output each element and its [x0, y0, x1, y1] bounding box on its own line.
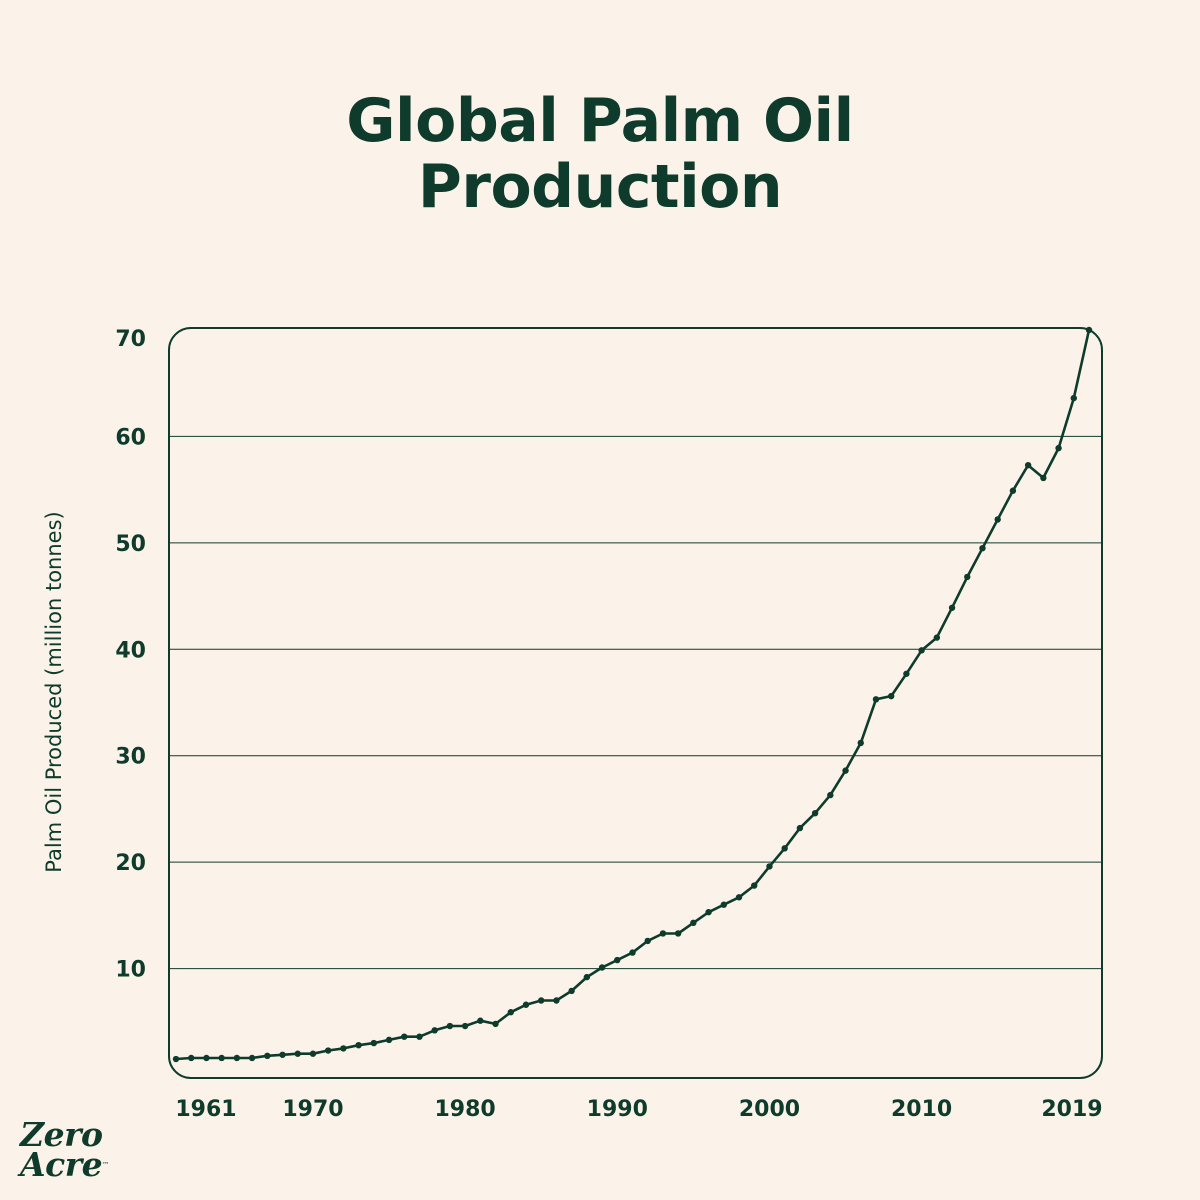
data-point [522, 1001, 530, 1008]
data-point [1040, 474, 1047, 482]
data-point [872, 696, 880, 703]
data-point [751, 882, 758, 889]
logo-line2-text: Acre [20, 1145, 103, 1184]
data-point [538, 997, 545, 1004]
data-point [1085, 326, 1093, 334]
data-point [690, 919, 697, 927]
data-point [324, 1047, 332, 1054]
zero-acre-logo: Zero Acre™ [20, 1115, 120, 1181]
data-point [461, 1022, 469, 1030]
y-tick-label: 50 [115, 532, 146, 557]
chart-title: Global Palm Oil Production [0, 88, 1200, 220]
data-point [279, 1051, 286, 1058]
data-point [781, 845, 788, 852]
data-point [264, 1052, 271, 1060]
data-point [203, 1054, 210, 1062]
data-point [416, 1033, 423, 1040]
x-tick-label: 1990 [587, 1097, 648, 1122]
data-point [568, 987, 575, 995]
data-point [446, 1022, 454, 1030]
data-point [842, 767, 849, 774]
x-tick-label: 1970 [282, 1097, 343, 1122]
y-tick-label: 10 [115, 958, 146, 983]
data-point [918, 647, 925, 654]
logo-trademark: ™ [102, 1161, 109, 1169]
x-axis-tick-labels: 1961 1970 1980 1990 2000 2010 2019 [175, 1097, 1102, 1122]
x-tick-label: 1961 [175, 1097, 236, 1122]
data-point [309, 1050, 317, 1057]
grid-lines [169, 435, 1102, 970]
y-tick-label: 60 [115, 425, 146, 450]
logo-line1: Zero [20, 1115, 103, 1154]
data-point [1009, 487, 1017, 494]
data-point [629, 949, 636, 956]
data-point [887, 692, 895, 700]
data-point [994, 516, 1001, 523]
x-tick-label: 2010 [891, 1097, 952, 1122]
data-point [1024, 461, 1032, 469]
x-tick-label: 1980 [434, 1097, 495, 1122]
data-point [948, 604, 956, 611]
x-tick-label: 2000 [739, 1097, 800, 1122]
data-point [903, 670, 910, 677]
data-point [477, 1017, 484, 1024]
data-point [674, 930, 682, 937]
data-point [1055, 444, 1062, 452]
data-point [796, 824, 804, 832]
data-point [340, 1045, 347, 1052]
data-point [507, 1009, 514, 1016]
data-point [979, 544, 986, 552]
data-point [385, 1036, 393, 1044]
series-palm-oil [172, 326, 1093, 1063]
chart-title-line2: Production [417, 152, 783, 222]
data-point [720, 901, 727, 908]
data-point [735, 894, 743, 901]
chart-title-line1: Global Palm Oil [346, 86, 854, 156]
data-point [355, 1042, 362, 1049]
data-point [964, 573, 971, 581]
data-point [218, 1054, 225, 1062]
data-point [598, 964, 606, 971]
data-point [188, 1054, 195, 1062]
y-axis-tick-labels: 10 20 30 40 50 60 70 [115, 327, 146, 983]
data-point [705, 908, 712, 916]
data-point [933, 634, 941, 641]
data-point [492, 1020, 499, 1028]
data-point [553, 997, 560, 1004]
data-point [659, 930, 667, 937]
data-point [370, 1039, 378, 1047]
data-point [857, 739, 864, 747]
data-point [811, 809, 819, 817]
logo-line2: Acre™ [20, 1148, 120, 1181]
y-axis-title: Palm Oil Produced (million tonnes) [42, 511, 66, 872]
data-point [401, 1033, 408, 1040]
data-point [644, 937, 651, 945]
y-tick-label: 30 [115, 745, 146, 770]
data-point [1070, 394, 1077, 402]
data-point [172, 1055, 180, 1063]
data-point [294, 1050, 301, 1057]
y-tick-label: 70 [115, 327, 146, 352]
data-point [248, 1054, 256, 1062]
plot-frame [168, 327, 1103, 1079]
data-point [233, 1054, 241, 1062]
x-tick-label: 2019 [1041, 1097, 1102, 1122]
data-point [583, 973, 591, 981]
data-point [431, 1027, 438, 1034]
data-point [766, 863, 773, 870]
data-point [614, 956, 621, 964]
data-point [827, 791, 834, 799]
y-tick-label: 40 [115, 638, 146, 663]
y-tick-label: 20 [115, 851, 146, 876]
